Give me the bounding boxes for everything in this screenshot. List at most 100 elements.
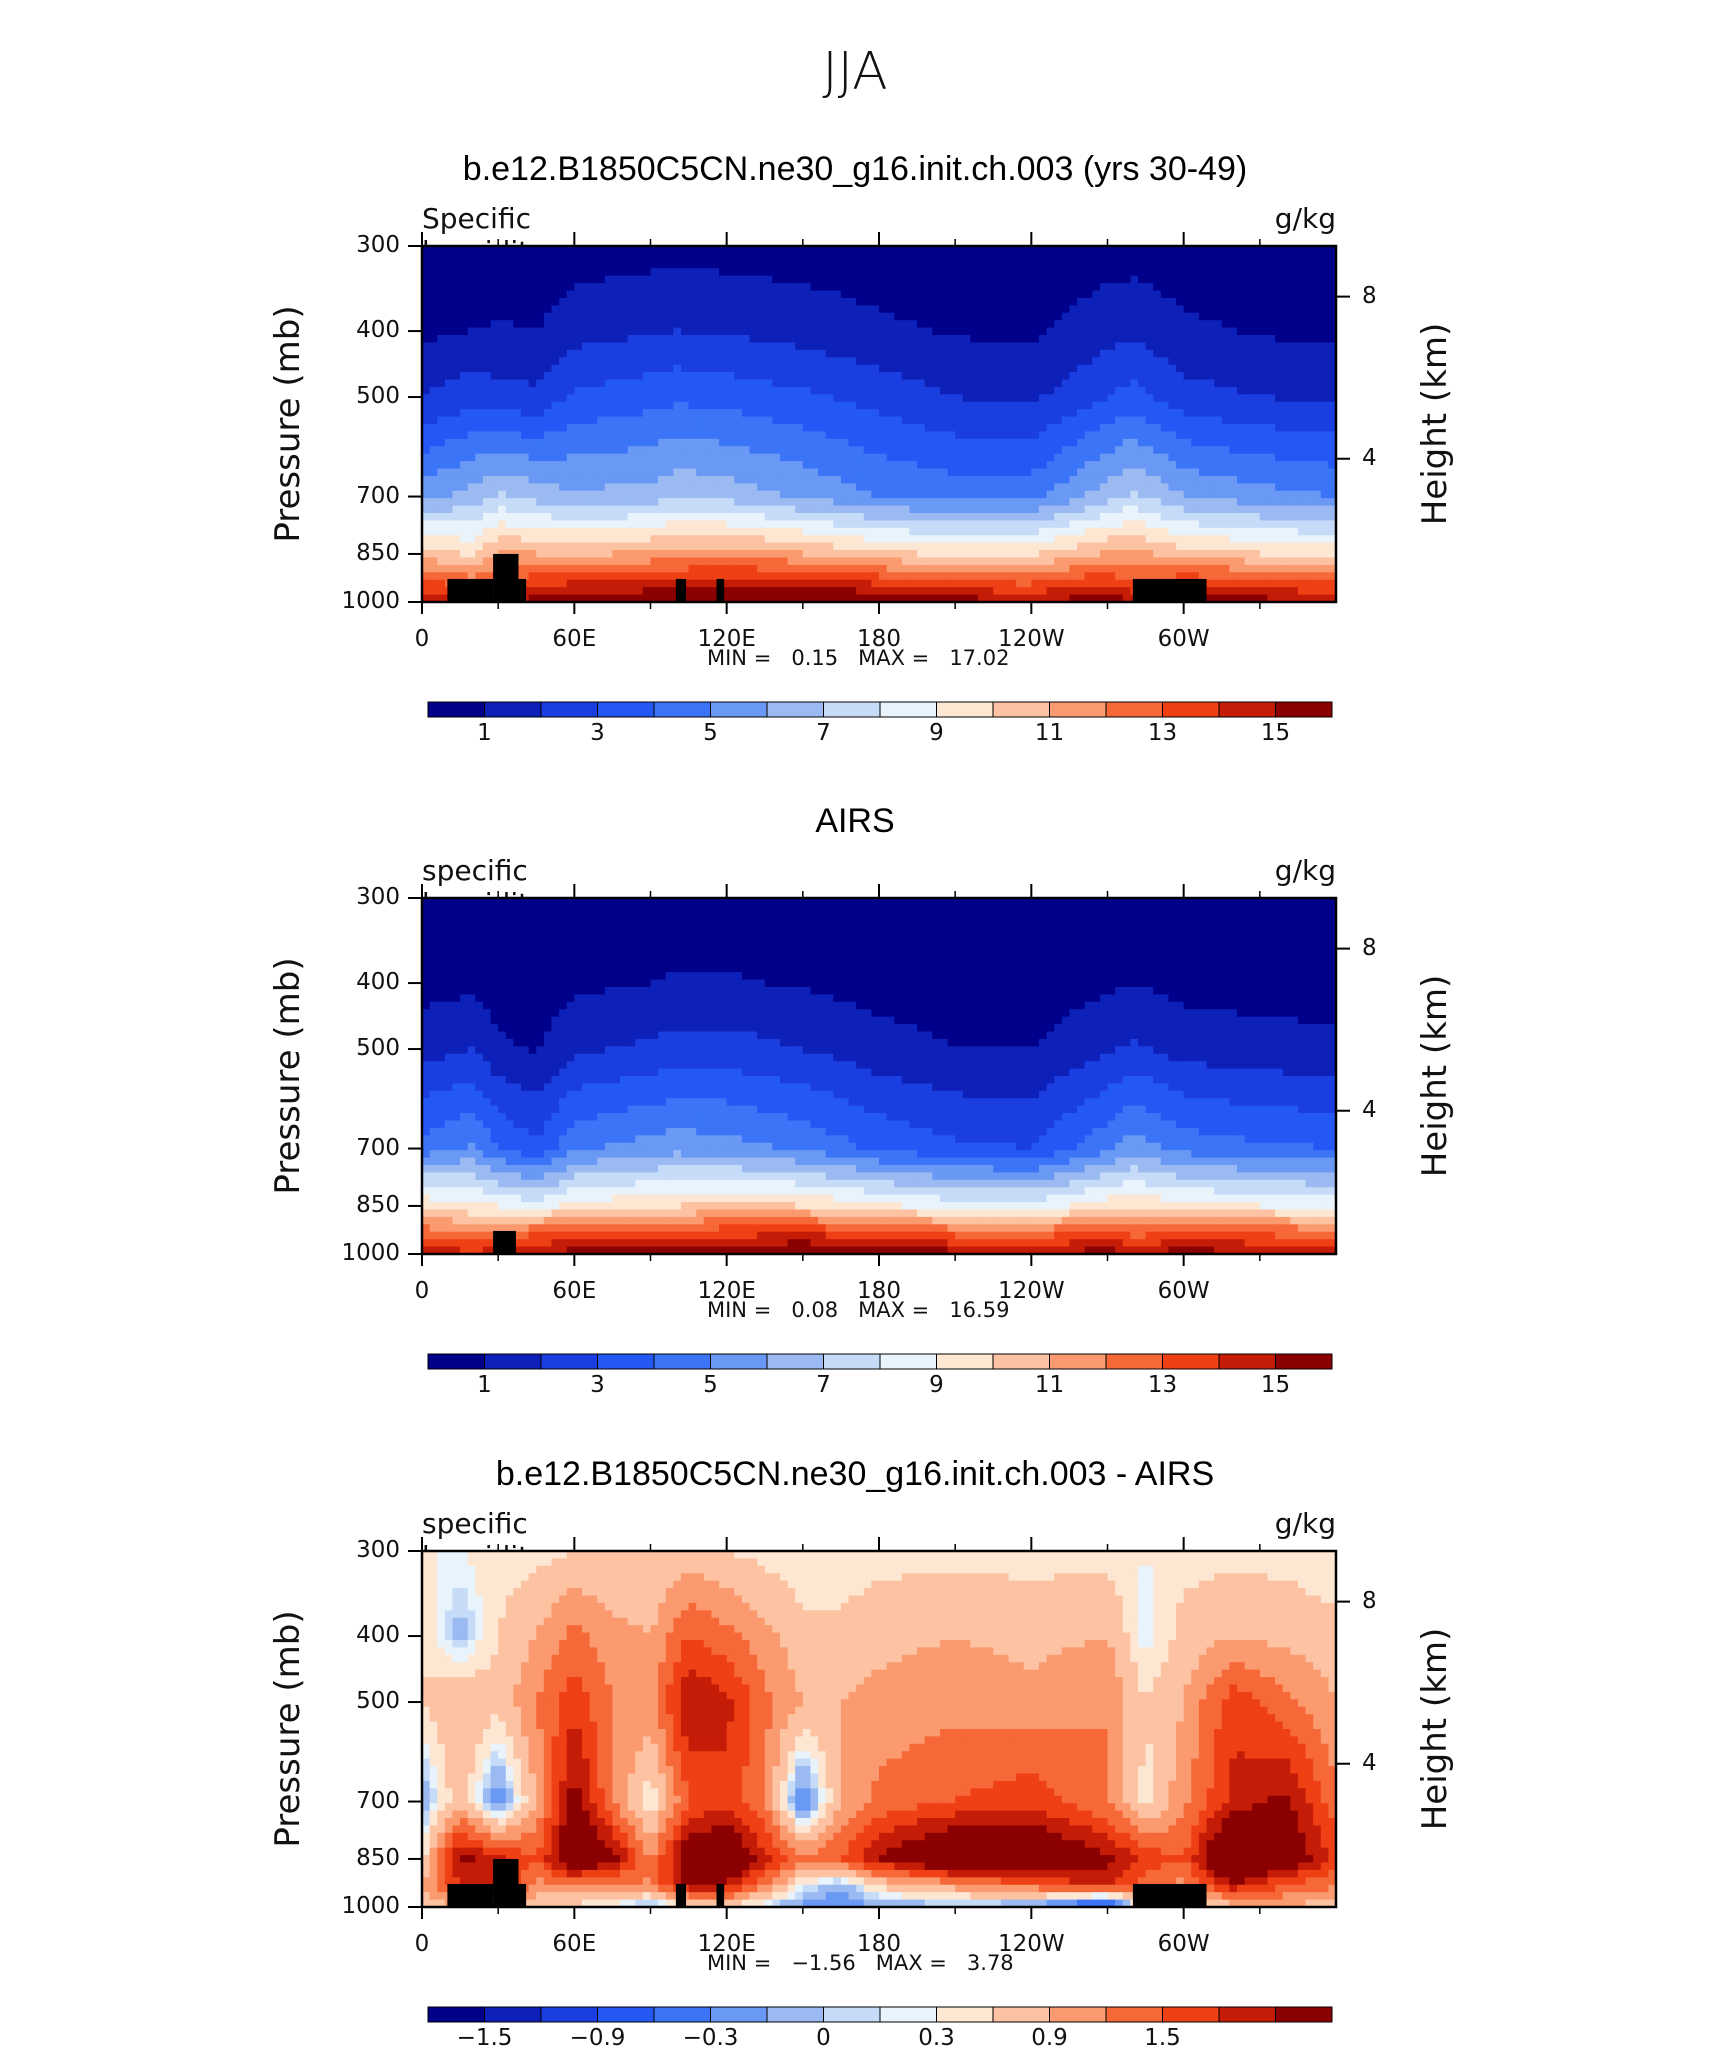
field-cell — [1024, 328, 1032, 336]
field-cell — [849, 424, 857, 432]
field-cell — [1313, 513, 1321, 521]
field-cell — [833, 550, 841, 558]
field-cell — [1229, 409, 1237, 417]
field-cell — [1275, 328, 1283, 336]
field-cell — [430, 291, 438, 299]
field-cell — [1267, 446, 1275, 454]
field-cell — [643, 268, 651, 276]
field-cell — [932, 305, 940, 313]
field-cell — [1214, 469, 1222, 477]
field-cell — [689, 409, 697, 417]
field-cell — [986, 320, 994, 328]
field-cell — [788, 387, 796, 395]
field-cell — [727, 446, 735, 454]
field-cell — [551, 498, 559, 506]
field-cell — [536, 357, 544, 365]
field-cell — [605, 365, 613, 373]
field-cell — [1298, 476, 1306, 484]
field-cell — [689, 268, 697, 276]
field-cell — [567, 528, 575, 536]
field-cell — [483, 313, 491, 321]
field-cell — [833, 528, 841, 536]
field-cell — [932, 439, 940, 447]
field-cell — [445, 320, 453, 328]
field-cell — [551, 461, 559, 469]
field-cell — [666, 550, 674, 558]
field-cell — [696, 476, 704, 484]
field-cell — [909, 476, 917, 484]
field-cell — [795, 424, 803, 432]
field-cell — [612, 328, 620, 336]
field-cell — [909, 446, 917, 454]
field-cell — [1168, 357, 1176, 365]
field-cell — [948, 535, 956, 543]
field-cell — [1146, 461, 1154, 469]
field-cell — [856, 261, 864, 269]
field-cell — [1290, 476, 1298, 484]
field-cell — [1069, 461, 1077, 469]
field-cell — [772, 328, 780, 336]
field-cell — [993, 365, 1001, 373]
field-cell — [1039, 276, 1047, 284]
field-cell — [856, 513, 864, 521]
field-cell — [909, 469, 917, 477]
field-cell — [590, 335, 598, 343]
field-cell — [864, 506, 872, 514]
field-cell — [772, 476, 780, 484]
field-cell — [544, 431, 552, 439]
field-cell — [757, 291, 765, 299]
field-cell — [651, 454, 659, 462]
field-cell — [430, 328, 438, 336]
field-cell — [970, 283, 978, 291]
field-cell — [894, 483, 902, 491]
field-cell — [772, 335, 780, 343]
field-cell — [788, 305, 796, 313]
field-cell — [582, 506, 590, 514]
field-cell — [1306, 320, 1314, 328]
field-cell — [1191, 342, 1199, 350]
field-cell — [742, 387, 750, 395]
field-cell — [536, 283, 544, 291]
field-cell — [483, 380, 491, 388]
field-cell — [506, 291, 514, 299]
field-cell — [841, 372, 849, 380]
field-cell — [932, 520, 940, 528]
field-cell — [1100, 365, 1108, 373]
field-cell — [925, 342, 933, 350]
field-cell — [727, 439, 735, 447]
field-cell — [940, 498, 948, 506]
field-cell — [970, 253, 978, 261]
field-cell — [544, 261, 552, 269]
field-cell — [879, 313, 887, 321]
field-cell — [1245, 387, 1253, 395]
field-cell — [803, 335, 811, 343]
field-cell — [658, 491, 666, 499]
field-cell — [460, 305, 468, 313]
field-cell — [1069, 380, 1077, 388]
field-cell — [948, 291, 956, 299]
field-cell — [681, 365, 689, 373]
field-cell — [635, 491, 643, 499]
field-cell — [437, 320, 445, 328]
field-cell — [932, 291, 940, 299]
field-cell — [689, 483, 697, 491]
field-cell — [788, 342, 796, 350]
field-cell — [1092, 291, 1100, 299]
field-cell — [1229, 513, 1237, 521]
field-cell — [788, 298, 796, 306]
field-cell — [871, 365, 879, 373]
field-cell — [1199, 253, 1207, 261]
field-cell — [1191, 454, 1199, 462]
field-cell — [643, 535, 651, 543]
field-cell — [1016, 268, 1024, 276]
field-cell — [993, 342, 1001, 350]
field-cell — [757, 283, 765, 291]
field-cell — [704, 506, 712, 514]
field-cell — [1260, 394, 1268, 402]
field-cell — [574, 268, 582, 276]
field-cell — [948, 365, 956, 373]
field-cell — [1001, 291, 1009, 299]
field-cell — [1077, 476, 1085, 484]
field-cell — [1001, 298, 1009, 306]
field-cell — [1207, 261, 1215, 269]
